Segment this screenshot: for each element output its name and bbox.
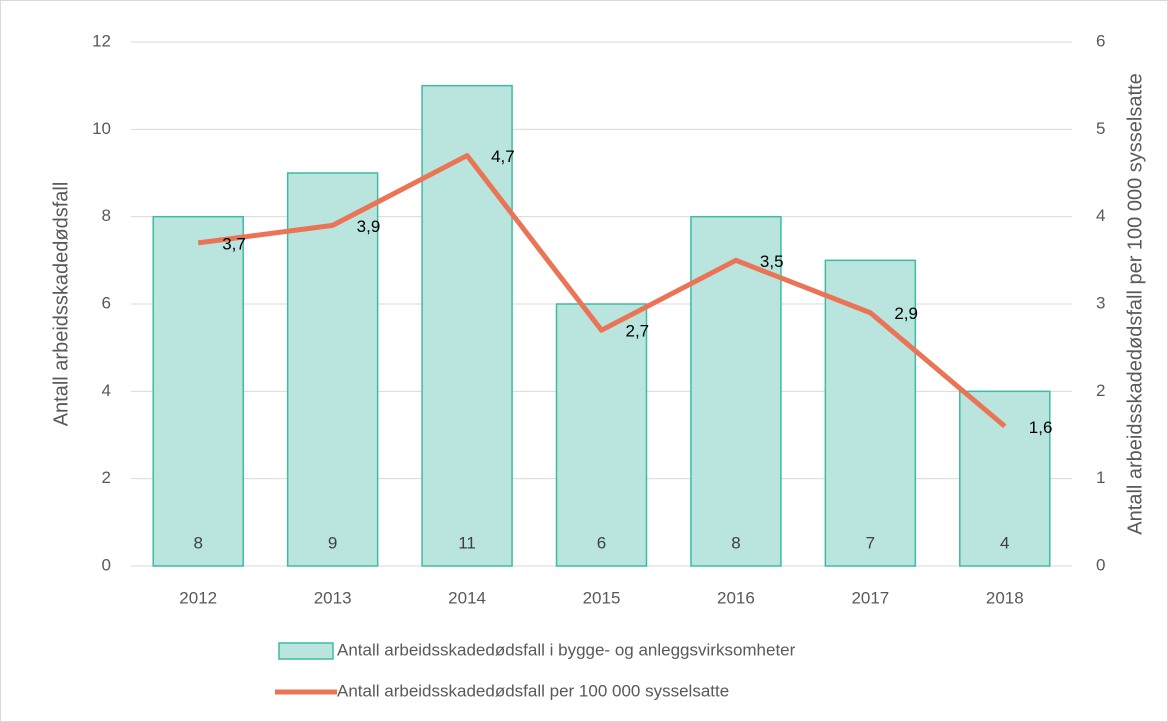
legend-label: Antall arbeidsskadedødsfall per 100 000 … bbox=[337, 681, 729, 700]
x-tick-label: 2017 bbox=[851, 588, 889, 607]
x-tick-label: 2014 bbox=[448, 588, 486, 607]
y-axis-title: Antall arbeidsskadedødsfall bbox=[50, 182, 72, 427]
data-label: 3,7 bbox=[222, 234, 246, 253]
y2-axis-title: Antall arbeidsskadedødsfall per 100 000 … bbox=[1124, 73, 1146, 534]
data-label: 9 bbox=[328, 533, 337, 552]
data-label: 2,7 bbox=[626, 322, 650, 341]
y-tick-label: 12 bbox=[92, 31, 111, 50]
bar bbox=[555, 303, 648, 567]
data-label: 4 bbox=[1000, 533, 1009, 552]
bar bbox=[286, 172, 379, 567]
bar bbox=[152, 215, 244, 567]
data-label: 6 bbox=[597, 533, 606, 552]
data-label: 8 bbox=[731, 533, 740, 552]
y-tick-label: 8 bbox=[102, 206, 111, 225]
y-tick-label: 4 bbox=[102, 381, 111, 400]
data-label: 1,6 bbox=[1029, 418, 1053, 437]
y-tick-label: 6 bbox=[102, 293, 111, 312]
data-label: 3,5 bbox=[760, 252, 784, 271]
x-tick-label: 2013 bbox=[314, 588, 352, 607]
legend-swatch bbox=[278, 642, 334, 660]
y-tick-label: 0 bbox=[102, 555, 111, 574]
y-tick-label: 2 bbox=[102, 468, 111, 487]
data-label: 7 bbox=[866, 533, 875, 552]
x-tick-label: 2012 bbox=[179, 588, 217, 607]
x-tick-label: 2015 bbox=[583, 588, 621, 607]
bar bbox=[959, 390, 1051, 567]
y2-tick-label: 5 bbox=[1096, 119, 1105, 138]
data-label: 8 bbox=[193, 533, 202, 552]
x-tick-label: 2016 bbox=[717, 588, 755, 607]
data-label: 4,7 bbox=[491, 147, 515, 166]
data-label: 11 bbox=[458, 533, 476, 552]
legend-label: Antall arbeidsskadedødsfall i bygge- og … bbox=[337, 640, 796, 659]
y2-tick-label: 0 bbox=[1096, 555, 1105, 574]
x-tick-label: 2018 bbox=[986, 588, 1024, 607]
y2-tick-label: 3 bbox=[1096, 293, 1105, 312]
data-label: 2,9 bbox=[894, 304, 918, 323]
y2-tick-label: 2 bbox=[1096, 381, 1105, 400]
y2-tick-label: 1 bbox=[1096, 468, 1105, 487]
bar bbox=[421, 84, 513, 567]
data-label: 3,9 bbox=[357, 217, 381, 236]
y2-tick-label: 4 bbox=[1096, 206, 1105, 225]
line bbox=[197, 153, 1007, 429]
y2-tick-label: 6 bbox=[1096, 31, 1105, 50]
y-tick-label: 10 bbox=[92, 119, 111, 138]
